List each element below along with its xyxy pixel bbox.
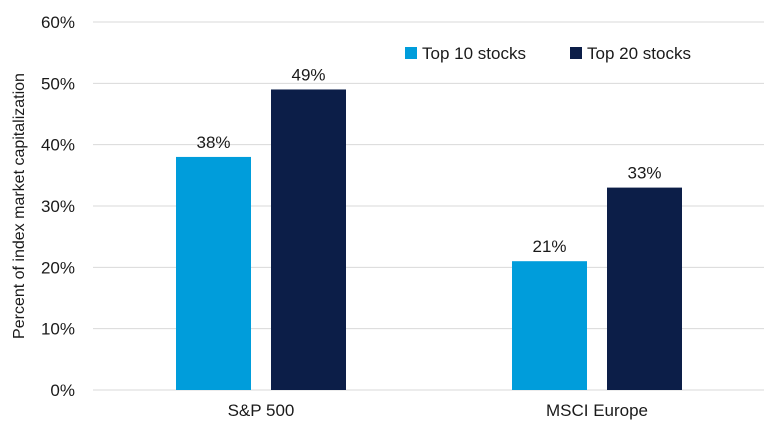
legend-swatch: [405, 47, 417, 59]
legend-label: Top 10 stocks: [422, 44, 526, 63]
legend: Top 10 stocks Top 20 stocks: [405, 44, 691, 63]
category-labels: S&P 500 MSCI Europe: [228, 401, 648, 420]
y-tick-label: 50%: [41, 74, 75, 93]
data-label: 33%: [627, 164, 661, 183]
y-axis-title: Percent of index market capitalization: [11, 73, 28, 339]
bar: [176, 156, 251, 390]
y-tick-label: 0%: [50, 381, 75, 400]
data-label: 49%: [291, 65, 325, 84]
bar: [607, 187, 682, 390]
data-label: 38%: [196, 133, 230, 152]
bar: [271, 89, 346, 390]
legend-label: Top 20 stocks: [587, 44, 691, 63]
y-tick-label: 60%: [41, 13, 75, 32]
category-label: S&P 500: [228, 401, 295, 420]
data-labels: 38% 21% 49% 33%: [196, 65, 661, 256]
category-label: MSCI Europe: [546, 401, 648, 420]
bars: [176, 89, 682, 390]
y-tick-label: 30%: [41, 197, 75, 216]
y-tick-label: 40%: [41, 136, 75, 155]
legend-swatch: [570, 47, 582, 59]
data-label: 21%: [532, 237, 566, 256]
y-tick-label: 10%: [41, 320, 75, 339]
y-tick-label: 20%: [41, 258, 75, 277]
bar: [512, 261, 587, 390]
y-axis-ticks: 0% 10% 20% 30% 40% 50% 60%: [41, 13, 75, 400]
